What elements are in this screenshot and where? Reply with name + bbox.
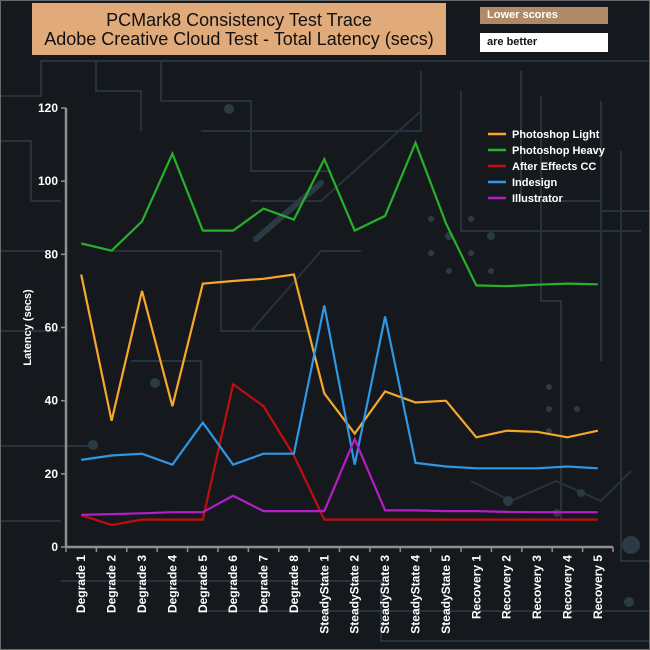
note-lower-scores: Lower scores [480,7,608,24]
x-tick-label: SteadyState 5 [439,555,453,634]
y-tick-label: 120 [38,101,58,115]
legend-label-photoshop-heavy: Photoshop Heavy [512,145,606,157]
series-line-photoshop-heavy [80,139,598,288]
legend-label-indesign: Indesign [512,177,558,189]
y-tick-label: 60 [45,321,59,335]
series-line-after-effects-cc [80,382,598,527]
y-tick-label: 0 [51,540,58,554]
y-tick-label: 20 [45,467,59,481]
x-tick-label: Recovery 5 [591,555,605,619]
chart-title-line-2: Adobe Creative Cloud Test - Total Latenc… [44,29,434,49]
x-tick-label: Recovery 3 [530,555,544,619]
x-tick-label: Degrade 6 [226,555,240,613]
y-axis-label: Latency (secs) [22,289,34,366]
x-tick-label: Degrade 5 [196,555,210,613]
x-tick-label: SteadyState 2 [348,555,362,634]
x-tick-label: Degrade 4 [165,555,179,613]
x-tick-label: Recovery 2 [500,555,514,619]
y-tick-label: 40 [45,394,59,408]
legend-label-illustrator: Illustrator [512,193,563,205]
y-tick-label: 100 [38,174,58,188]
series-line-indesign [81,305,598,470]
series-line-photoshop-light [80,273,599,439]
x-tick-label: Recovery 4 [560,555,574,619]
note-are-better: are better [480,33,608,52]
legend-label-photoshop-light: Photoshop Light [512,129,600,141]
x-tick-label: Degrade 3 [135,555,149,613]
x-tick-label: Degrade 2 [105,555,119,613]
x-tick-label: SteadyState 3 [378,555,392,634]
x-tick-label: Recovery 1 [469,555,483,619]
x-tick-label: SteadyState 4 [408,555,422,634]
x-tick-label: SteadyState 1 [317,555,331,634]
series-line-illustrator [81,436,598,516]
x-tick-label: Degrade 7 [257,555,271,613]
legend-label-after-effects-cc: After Effects CC [512,161,596,173]
chart-title-line-1: PCMark8 Consistency Test Trace [106,10,372,30]
y-tick-label: 80 [45,247,59,261]
x-tick-label: Degrade 8 [287,555,301,613]
x-tick-label: Degrade 1 [74,555,88,613]
chart-title-box: PCMark8 Consistency Test Trace Adobe Cre… [32,3,446,55]
